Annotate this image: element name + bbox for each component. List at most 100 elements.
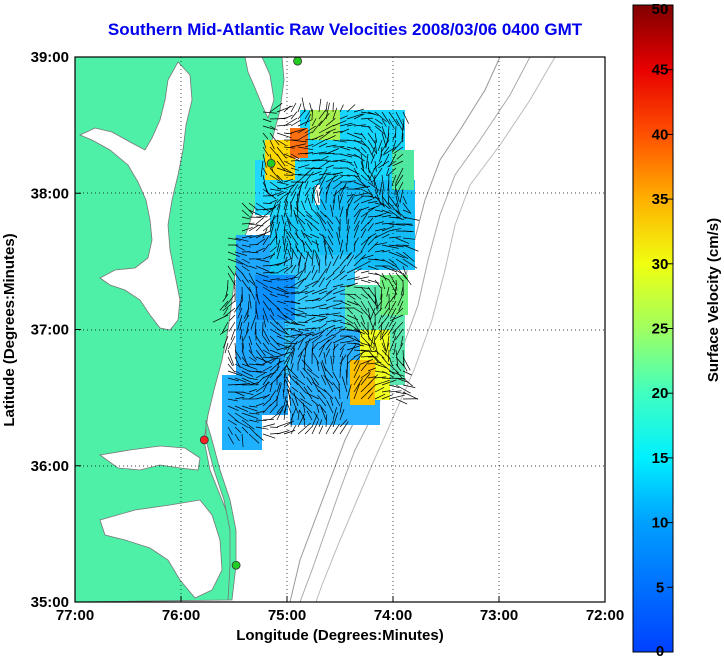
velocity-vector [318, 425, 324, 435]
velocity-vector [360, 342, 372, 347]
velocity-vector [346, 335, 362, 344]
velocity-vector [360, 270, 370, 274]
velocity-vector [242, 328, 250, 341]
velocity-vector [262, 342, 270, 352]
velocity-vector [374, 356, 382, 365]
velocity-vector [311, 151, 327, 155]
velocity-vector [374, 111, 387, 123]
velocity-vector [339, 104, 344, 113]
velocity-vector [276, 266, 289, 274]
velocity-vector [365, 153, 369, 169]
velocity-vector [287, 218, 292, 232]
velocity-vector [283, 405, 287, 421]
velocity-vector [297, 314, 307, 318]
velocity-vector [332, 255, 339, 267]
velocity-vector [388, 223, 406, 226]
velocity-vector [283, 286, 299, 289]
velocity-vector [381, 279, 386, 290]
velocity-vector [300, 371, 306, 379]
velocity-vector [276, 314, 291, 324]
velocity-vector [250, 314, 257, 329]
velocity-vector [318, 168, 328, 183]
velocity-vector [316, 189, 320, 204]
velocity-vector [330, 204, 334, 218]
velocity-vector [244, 307, 250, 319]
velocity-vector [387, 167, 397, 177]
velocity-vector [306, 368, 320, 379]
velocity-vector [227, 405, 239, 411]
velocity-vector [381, 244, 399, 249]
velocity-vector [241, 202, 254, 215]
y-ticks: 39:00 38:00 37:00 36:00 35:00 [31, 49, 81, 611]
velocity-vector [248, 377, 258, 381]
velocity-vector [387, 300, 397, 316]
velocity-vector [396, 181, 404, 195]
map-title: Southern Mid-Atlantic Raw Velocities 200… [107, 20, 583, 39]
velocity-vector [384, 342, 390, 356]
velocity-vector [269, 404, 277, 414]
velocity-vector [332, 335, 349, 344]
velocity-vector [311, 240, 320, 246]
velocity-vector [284, 229, 292, 239]
velocity-vector [290, 321, 306, 327]
velocity-vector [318, 389, 327, 400]
velocity-vector [395, 265, 407, 280]
velocity-vector [381, 335, 387, 351]
velocity-vector [318, 307, 329, 310]
velocity-vector [234, 363, 251, 373]
velocity-vector [262, 111, 277, 114]
velocity-vector [276, 307, 287, 319]
velocity-vector [332, 319, 343, 323]
velocity-vector [262, 398, 272, 407]
velocity-vector [374, 230, 389, 239]
velocity-vector [304, 327, 316, 330]
velocity-vector [283, 167, 294, 175]
velocity-vector [332, 120, 347, 127]
velocity-vector [276, 153, 286, 167]
velocity-vector [311, 420, 319, 435]
velocity-vector [276, 215, 279, 225]
velocity-vector [301, 97, 306, 113]
velocity-vector [269, 167, 280, 180]
velocity-vector [374, 211, 390, 218]
velocity-vector [234, 412, 249, 422]
velocity-vector [262, 167, 268, 176]
velocity-vector [228, 314, 236, 322]
velocity-vector [395, 188, 400, 202]
velocity-vector [262, 118, 272, 123]
velocity-vector [402, 391, 419, 400]
velocity-vector [360, 307, 368, 316]
velocity-vector [241, 426, 249, 434]
velocity-vector [367, 181, 380, 192]
velocity-vector [395, 237, 410, 244]
velocity-vector [311, 377, 320, 393]
velocity-vector [234, 251, 248, 256]
velocity-vector [330, 355, 334, 372]
velocity-vector [269, 246, 278, 253]
velocity-vector [269, 174, 283, 184]
velocity-vector [353, 375, 361, 386]
velocity-vector [290, 340, 298, 351]
velocity-vector [385, 132, 390, 148]
velocity-vector [334, 396, 341, 407]
velocity-vector [395, 167, 404, 183]
velocity-vector [353, 220, 360, 232]
velocity-vector [297, 279, 305, 288]
velocity-vector [402, 384, 416, 388]
velocity-vector [255, 258, 270, 263]
x-tick-label: 74:00 [374, 607, 412, 624]
velocity-vector [395, 384, 411, 394]
velocity-vector [353, 321, 363, 337]
colorbar-tick-label: 40 [652, 126, 669, 143]
velocity-vector [323, 352, 327, 365]
velocity-vector [395, 111, 405, 128]
velocity-vector [325, 279, 332, 288]
velocity-vector [276, 300, 286, 305]
velocity-vector [290, 332, 304, 344]
velocity-vector [223, 335, 229, 349]
velocity-vector [262, 243, 270, 253]
velocity-vector [360, 153, 364, 169]
velocity-vector [290, 300, 300, 305]
velocity-vector [318, 155, 329, 162]
velocity-vector [255, 433, 264, 441]
